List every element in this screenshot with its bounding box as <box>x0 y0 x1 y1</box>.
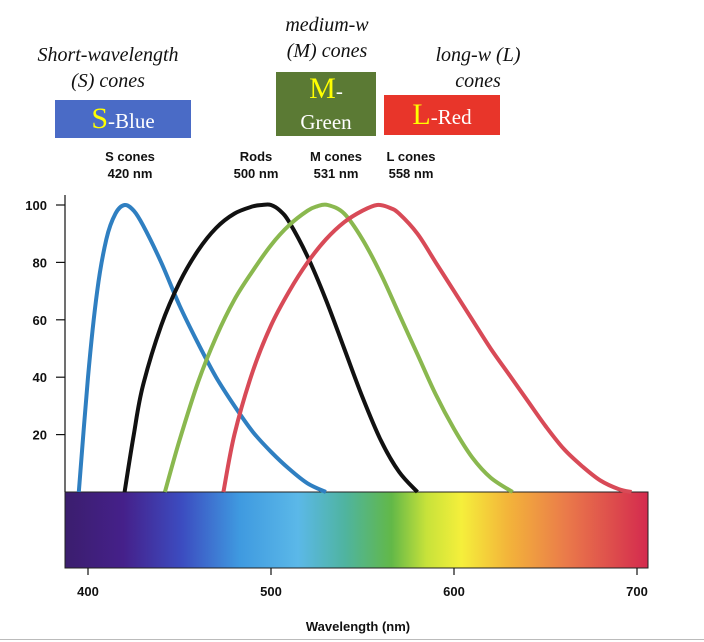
y-tick-label: 100 <box>25 198 47 213</box>
peak-label-l-name: L cones <box>386 149 436 164</box>
bottom-divider <box>0 639 704 640</box>
peak-label-s-nm: 420 nm <box>107 166 153 181</box>
peak-label-m-name: M cones <box>309 149 362 164</box>
x-tick-label: 400 <box>77 584 99 599</box>
curve-s-cones <box>76 202 327 494</box>
m-badge-text: Green <box>300 110 352 134</box>
s-blue-badge: S-Blue <box>55 100 191 138</box>
visible-spectrum-band <box>64 491 649 569</box>
short-wavelength-annotation: Short-wavelength (S) cones <box>8 42 208 94</box>
peak-label-l-nm: 558 nm <box>388 166 434 181</box>
peak-label-rods-name: Rods <box>239 149 273 164</box>
s-badge-letter: S <box>91 102 109 135</box>
x-tick-label: 600 <box>443 584 465 599</box>
short-annotation-line1: Short-wavelength <box>37 44 179 66</box>
medium-annotation-line2: (M) cones <box>286 40 368 62</box>
long-annotation-line2: cones <box>455 70 501 92</box>
sensitivity-curves <box>76 202 632 494</box>
y-tick-label: 40 <box>33 370 47 385</box>
l-red-badge: L-Red <box>384 95 500 135</box>
peak-label-m-nm: 531 nm <box>313 166 359 181</box>
long-wavelength-annotation: long-w (L) cones <box>408 42 548 94</box>
x-tick-label: 700 <box>626 584 648 599</box>
peak-label-rods-nm: 500 nm <box>233 166 279 181</box>
curve-l-cones <box>221 202 632 494</box>
m-badge-letter: M <box>309 72 336 105</box>
y-axis-ticks: 20 40 60 80 100 <box>25 198 65 443</box>
peak-label-s-name: S cones <box>105 149 155 164</box>
y-tick-label: 20 <box>33 428 47 443</box>
x-axis-ticks: 400 500 600 700 <box>77 568 648 599</box>
m-green-badge: M- Green <box>276 72 376 136</box>
y-tick-label: 80 <box>33 255 47 270</box>
medium-wavelength-annotation: medium-w (M) cones <box>266 12 388 64</box>
curve-m-cones <box>162 202 514 494</box>
s-badge-text: -Blue <box>108 109 155 133</box>
x-tick-label: 500 <box>260 584 282 599</box>
medium-annotation-line1: medium-w <box>285 14 369 36</box>
m-badge-dash: - <box>335 79 343 103</box>
l-badge-text: -Red <box>430 105 472 129</box>
x-axis-title: Wavelength (nm) <box>306 619 410 634</box>
l-badge-letter: L <box>412 98 431 131</box>
curve-rods <box>122 202 419 494</box>
short-annotation-line2: (S) cones <box>71 70 145 92</box>
y-tick-label: 60 <box>33 313 47 328</box>
long-annotation-line1: long-w (L) <box>435 44 521 66</box>
